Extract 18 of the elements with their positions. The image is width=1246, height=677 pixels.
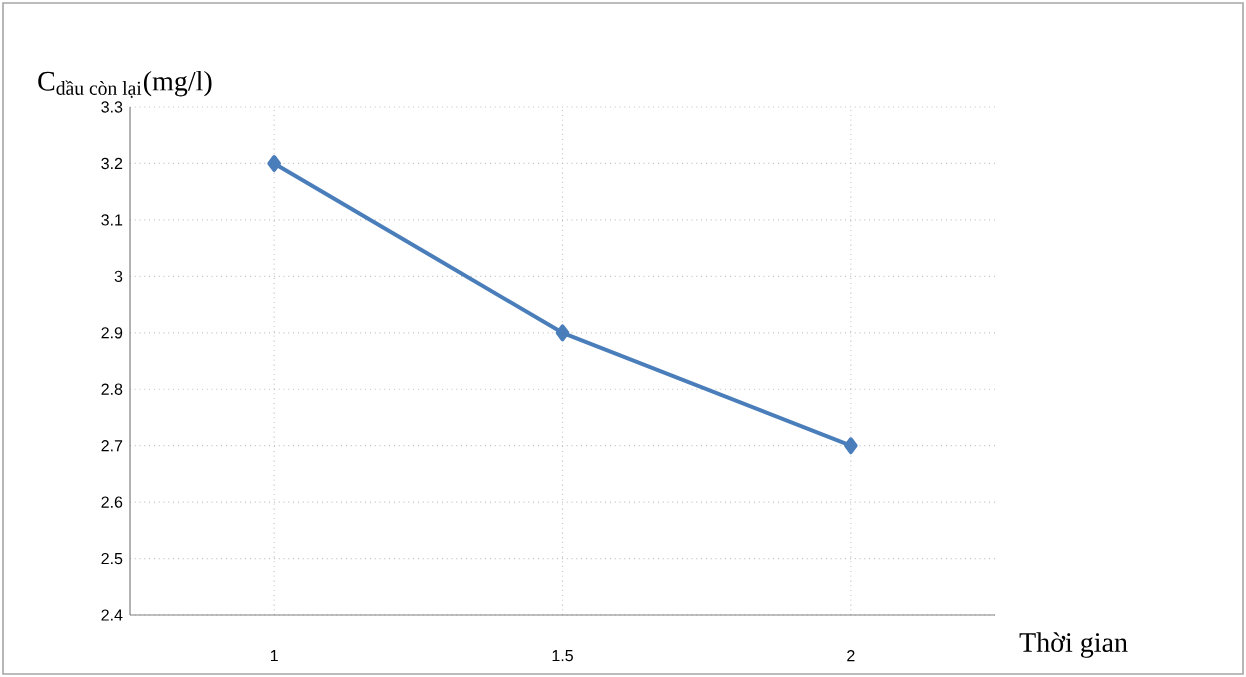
y-tick-label: 3.3 <box>101 101 123 113</box>
point <box>267 155 281 172</box>
point <box>555 324 570 342</box>
y-tick-label: 3 <box>114 270 123 283</box>
x-axis-title: Thời gian <box>1019 632 1128 658</box>
x-tick-label: 1.5 <box>552 650 573 662</box>
y-tick-label: 2.4 <box>101 609 123 621</box>
y-tick-label: 3.2 <box>101 157 123 170</box>
y-tick-label: 3.1 <box>101 214 123 226</box>
y-tick-label: 2.6 <box>101 496 123 508</box>
y-tick-label: 2.5 <box>101 552 123 565</box>
y-tick-label: 2.9 <box>101 327 123 339</box>
y-tick-label: 2.8 <box>101 383 123 395</box>
x-tick-label: 2 <box>847 650 855 662</box>
y-axis-title: $\text{C}_{\text{dầu còn lại}}\text{(mg/l)}$ <box>38 70 212 98</box>
y-tick-label: 2.7 <box>101 440 123 452</box>
x-tick-label: 1 <box>270 650 278 662</box>
point <box>844 437 858 455</box>
